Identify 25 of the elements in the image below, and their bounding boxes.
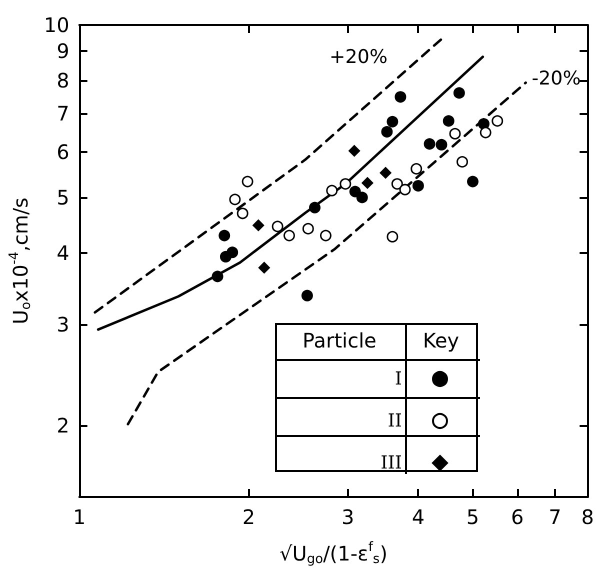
x-tick-label: 6	[510, 505, 524, 529]
y-tick-label: 10	[44, 13, 70, 37]
x-tick-label: 1	[72, 505, 86, 529]
x-tick-label: 2	[242, 505, 256, 529]
legend-title: Particle	[302, 328, 376, 352]
x-tick-label: 7	[548, 505, 562, 529]
legend-label: I	[394, 368, 402, 390]
legend-label: III	[380, 452, 402, 474]
y-tick-label: 3	[56, 312, 70, 337]
y-tick-label: 4	[56, 240, 70, 265]
y-tick-label: 5	[56, 185, 70, 210]
legend-label: II	[388, 410, 402, 432]
x-tick-label: 5	[466, 505, 480, 529]
y-tick-label: 9	[56, 39, 70, 64]
x-tick-label: 3	[342, 505, 354, 529]
y-axis-title: Uox10-4,cm/s	[7, 198, 34, 324]
annotation: Key	[422, 328, 460, 352]
y-tick-label: 6	[56, 140, 70, 164]
x-tick-label: 8	[581, 505, 594, 529]
y-tick-label: 8	[56, 68, 70, 93]
annotation: +20%	[329, 46, 388, 68]
annotation: -20%	[532, 68, 581, 90]
y-tick-label: 2	[56, 413, 70, 438]
x-tick-label: 4	[412, 505, 425, 529]
y-tick-label: 7	[56, 102, 70, 126]
